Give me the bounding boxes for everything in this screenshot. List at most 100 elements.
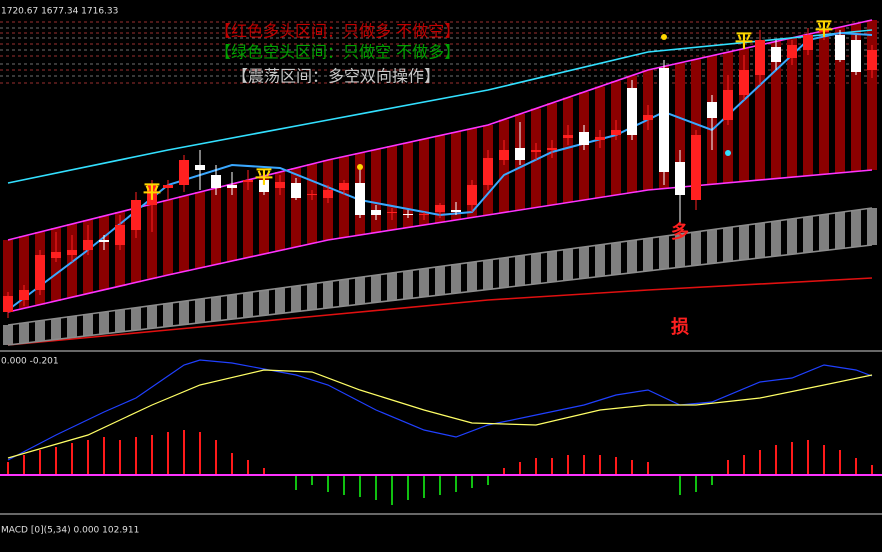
- channel-bar: [787, 37, 797, 178]
- candle-body: [227, 185, 237, 188]
- candle-body: [787, 45, 797, 58]
- note: 【绿色空头区间：只做空 不做多】: [215, 43, 460, 62]
- candle-body: [211, 175, 221, 188]
- ladder-bar: [771, 221, 781, 257]
- channel-bar: [739, 48, 749, 182]
- panel-label: MACD [0](5,34) 0.000 102.911: [1, 526, 139, 536]
- ladder-bar: [227, 294, 237, 320]
- channel-bar: [563, 97, 573, 203]
- ladder-bar: [579, 247, 589, 279]
- candle-body: [547, 148, 557, 150]
- ladder-bar: [211, 296, 221, 321]
- candle-body: [163, 185, 173, 188]
- ladder-bar: [163, 303, 173, 327]
- candle-body: [851, 40, 861, 72]
- ladder-bar: [819, 214, 829, 251]
- ladder-bar: [147, 305, 157, 329]
- candle-body: [419, 214, 429, 215]
- annotation: 平: [255, 167, 273, 188]
- channel-bar: [435, 135, 445, 223]
- ladder-bar: [371, 275, 381, 303]
- ladder-bar: [723, 227, 733, 262]
- panel-label: 0.000 -0.201: [1, 357, 59, 367]
- channel-bar: [835, 27, 845, 173]
- level-lines: [0, 21, 882, 84]
- ladder-bar: [467, 262, 477, 292]
- ladder-bar: [867, 208, 877, 245]
- ladder-bar: [483, 260, 493, 290]
- candle-body: [451, 210, 461, 212]
- channel-bar: [179, 196, 189, 272]
- candle-body: [147, 185, 157, 205]
- channel-bar: [387, 146, 397, 230]
- ladder-bar: [547, 251, 557, 283]
- channel-bar: [51, 228, 61, 301]
- channel-bar: [771, 41, 781, 179]
- candle-body: [67, 250, 77, 255]
- channel-bar: [307, 164, 317, 244]
- ladder-bar: [515, 255, 525, 286]
- candle-body: [867, 50, 877, 70]
- candle-body: [83, 240, 93, 250]
- annotation: 平: [735, 31, 753, 52]
- candle-body: [659, 68, 669, 172]
- ladder-bar: [563, 249, 573, 281]
- ladder-bar: [179, 301, 189, 325]
- candle-body: [355, 183, 365, 215]
- ladder-bar: [451, 264, 461, 294]
- indicator-line: [7, 207, 873, 326]
- channel-bar: [275, 172, 285, 251]
- candle-body: [179, 160, 189, 185]
- candle-body: [691, 135, 701, 200]
- note: 【震荡区间：多空双向操作】: [232, 67, 440, 86]
- candle-body: [307, 194, 317, 195]
- channel-bar: [227, 184, 237, 261]
- channel-bar: [19, 236, 29, 309]
- candle-body: [723, 90, 733, 120]
- candle-body: [579, 132, 589, 145]
- candle-body: [275, 182, 285, 188]
- ladder-bar: [35, 320, 45, 342]
- ladder-bar: [323, 281, 333, 308]
- ladder-bar: [51, 318, 61, 340]
- ladder-bar: [131, 307, 141, 331]
- channel-bar: [99, 216, 109, 290]
- candle-body: [51, 252, 61, 258]
- candle-body: [819, 30, 829, 32]
- channel-bar: [195, 192, 205, 268]
- ladder-bar: [499, 257, 509, 288]
- ladder-bar: [243, 292, 253, 318]
- channel-bar: [419, 139, 429, 225]
- candle-body: [467, 185, 477, 205]
- channel-bar: [339, 156, 349, 238]
- indicator-line: [7, 359, 873, 461]
- ladder-bar: [675, 234, 685, 268]
- ladder-bar: [419, 268, 429, 297]
- ladder-bar: [755, 223, 765, 258]
- candle-body: [99, 240, 109, 242]
- signal-dot: [725, 150, 731, 156]
- candle-body: [771, 47, 781, 62]
- candle-body: [323, 190, 333, 198]
- candle-body: [195, 165, 205, 170]
- candle-body: [3, 296, 13, 312]
- indicator-line: [7, 169, 873, 313]
- ladder-bar: [307, 283, 317, 310]
- ladder-bar: [403, 270, 413, 299]
- channel-bar: [675, 62, 685, 188]
- ladder-bar: [195, 299, 205, 323]
- candle-body: [835, 35, 845, 60]
- ladder-bar: [435, 266, 445, 295]
- ladder-bar: [115, 309, 125, 333]
- candle-body: [371, 210, 381, 215]
- ladder-bar: [83, 314, 93, 336]
- candle-body: [531, 150, 541, 152]
- channel-bar: [243, 180, 253, 258]
- ladder-bar: [627, 240, 637, 273]
- candle-body: [387, 212, 397, 213]
- candle-body: [755, 40, 765, 75]
- ladder-bar: [387, 273, 397, 301]
- ladder-bar: [259, 290, 269, 316]
- channel-bar: [83, 220, 93, 294]
- signal-dot: [661, 34, 667, 40]
